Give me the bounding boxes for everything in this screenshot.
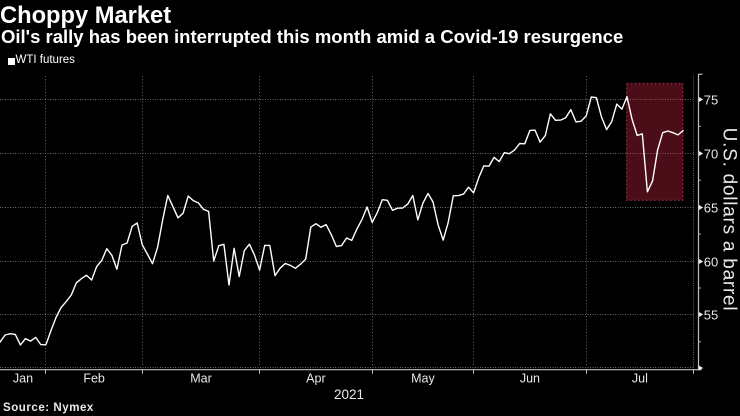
svg-text:60: 60: [704, 254, 718, 269]
svg-text:Jul: Jul: [632, 372, 648, 386]
svg-text:Mar: Mar: [190, 372, 212, 386]
svg-text:Feb: Feb: [83, 372, 105, 386]
svg-text:2021: 2021: [334, 387, 364, 402]
svg-text:Apr: Apr: [306, 372, 325, 386]
svg-text:Jun: Jun: [520, 372, 540, 386]
svg-text:65: 65: [704, 200, 718, 215]
svg-text:Jan: Jan: [13, 372, 33, 386]
svg-text:75: 75: [704, 92, 718, 107]
svg-text:May: May: [411, 372, 435, 386]
svg-text:70: 70: [704, 146, 718, 161]
svg-text:55: 55: [704, 307, 718, 322]
svg-text:U.S. dollars a barrel: U.S. dollars a barrel: [719, 128, 740, 312]
